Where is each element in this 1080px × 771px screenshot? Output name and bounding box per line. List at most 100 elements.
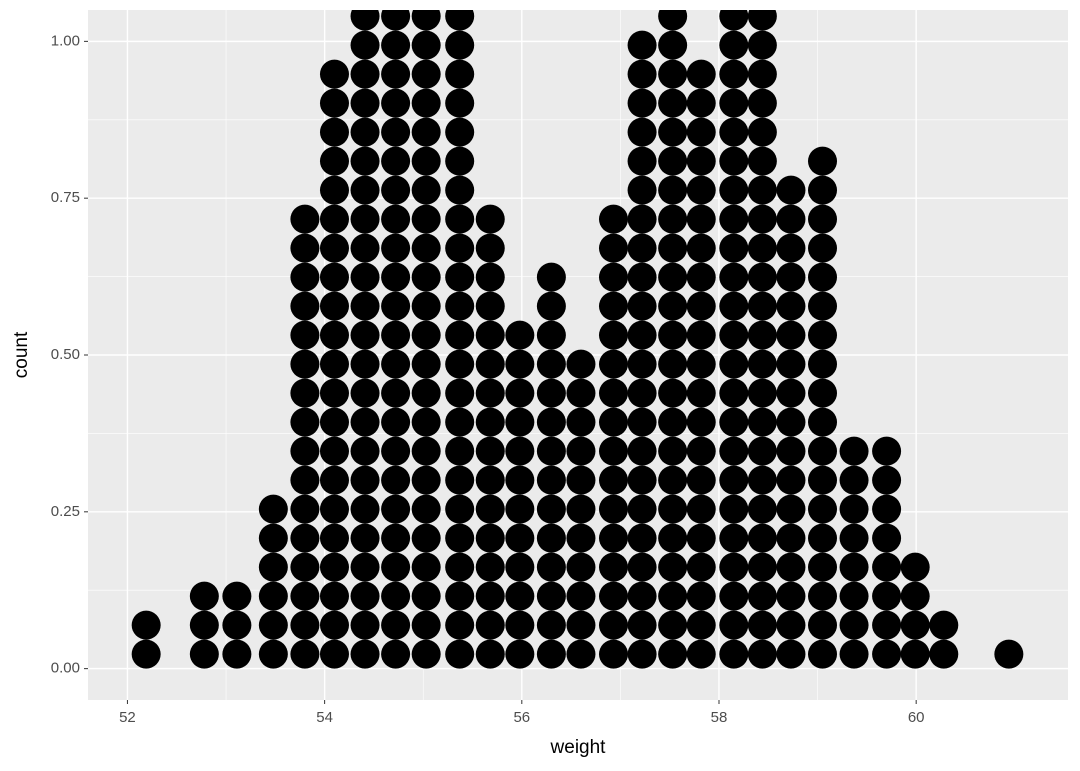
dot <box>658 204 688 234</box>
dot <box>808 262 838 292</box>
dot <box>719 494 749 524</box>
dot <box>627 175 657 205</box>
dot <box>598 233 628 263</box>
dot <box>566 349 596 379</box>
dot <box>839 523 869 553</box>
dot <box>872 581 902 611</box>
dot <box>686 204 716 234</box>
dot <box>189 610 219 640</box>
dot <box>536 639 566 669</box>
x-tick-label: 54 <box>316 709 333 726</box>
dot <box>747 407 777 437</box>
dot <box>381 88 411 118</box>
dot <box>411 320 441 350</box>
dot <box>719 465 749 495</box>
x-tick-label: 56 <box>513 709 530 726</box>
dot <box>627 146 657 176</box>
dot <box>290 639 320 669</box>
dot <box>808 320 838 350</box>
dot <box>411 610 441 640</box>
dot <box>445 146 475 176</box>
dot <box>658 233 688 263</box>
dot <box>319 262 349 292</box>
dot <box>776 175 806 205</box>
dot <box>719 436 749 466</box>
dot <box>505 494 535 524</box>
dot <box>189 581 219 611</box>
dot <box>290 320 320 350</box>
dot <box>686 639 716 669</box>
dot <box>350 30 380 60</box>
dot <box>381 59 411 89</box>
dot <box>290 610 320 640</box>
dot <box>445 610 475 640</box>
dot <box>381 204 411 234</box>
dot <box>598 204 628 234</box>
dot <box>627 610 657 640</box>
dot <box>566 465 596 495</box>
dot <box>598 465 628 495</box>
dot <box>445 378 475 408</box>
dot <box>381 146 411 176</box>
dot <box>776 436 806 466</box>
dot <box>872 494 902 524</box>
dot <box>747 465 777 495</box>
dot <box>686 581 716 611</box>
dot <box>350 581 380 611</box>
dot <box>839 581 869 611</box>
axes: 0.00 0.25 0.50 0.75 1.00 52 54 56 58 60 <box>51 32 925 726</box>
dot <box>686 88 716 118</box>
dot <box>929 610 959 640</box>
dot <box>776 639 806 669</box>
dot <box>808 378 838 408</box>
dot <box>381 117 411 147</box>
dot <box>381 610 411 640</box>
dot <box>258 494 288 524</box>
dot <box>719 523 749 553</box>
dot <box>627 59 657 89</box>
dot <box>872 639 902 669</box>
dot <box>598 523 628 553</box>
dot <box>994 639 1024 669</box>
dot <box>598 494 628 524</box>
dot <box>319 581 349 611</box>
dot <box>719 378 749 408</box>
dot <box>222 581 252 611</box>
dot <box>719 262 749 292</box>
dot <box>776 465 806 495</box>
dot <box>627 639 657 669</box>
dot <box>686 320 716 350</box>
dot <box>350 262 380 292</box>
dot <box>411 233 441 263</box>
dot <box>536 465 566 495</box>
dot <box>839 552 869 582</box>
dot <box>719 349 749 379</box>
dot <box>719 291 749 321</box>
dot <box>839 494 869 524</box>
dot <box>747 10 777 31</box>
dot <box>658 117 688 147</box>
dot <box>505 378 535 408</box>
dot <box>776 552 806 582</box>
dot <box>350 117 380 147</box>
dot <box>872 552 902 582</box>
dot <box>627 233 657 263</box>
dot <box>776 378 806 408</box>
dot <box>381 320 411 350</box>
dot <box>505 581 535 611</box>
dot <box>719 88 749 118</box>
dot <box>627 291 657 321</box>
dot <box>719 175 749 205</box>
y-axis-title: count <box>11 331 32 378</box>
dot <box>598 552 628 582</box>
dot <box>258 523 288 553</box>
dot <box>566 523 596 553</box>
dot <box>776 262 806 292</box>
dot <box>411 349 441 379</box>
dot <box>411 204 441 234</box>
dot <box>445 436 475 466</box>
dot <box>776 349 806 379</box>
dot <box>290 291 320 321</box>
dot <box>536 610 566 640</box>
dot <box>475 610 505 640</box>
